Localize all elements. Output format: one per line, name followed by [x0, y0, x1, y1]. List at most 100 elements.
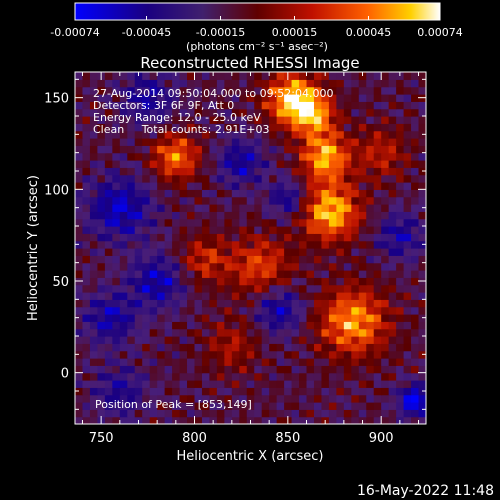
heatmap-cell — [142, 343, 151, 352]
heatmap-cell — [284, 402, 293, 410]
heatmap-cell — [373, 240, 382, 249]
heatmap-cell — [418, 86, 426, 95]
heatmap-cell — [149, 240, 158, 249]
heatmap-cell — [216, 416, 225, 424]
heatmap-cell — [231, 387, 240, 396]
heatmap-cell — [224, 358, 233, 366]
heatmap-cell — [127, 101, 136, 110]
heatmap-cell — [224, 218, 233, 227]
heatmap-cell — [97, 255, 106, 264]
heatmap-cell — [216, 394, 225, 403]
heatmap-cell — [97, 94, 106, 102]
heatmap-cell — [97, 328, 106, 337]
heatmap-cell — [381, 402, 390, 410]
heatmap-cell — [142, 262, 151, 271]
heatmap-cell — [336, 72, 345, 80]
footer-timestamp: 16-May-2022 11:48 — [357, 483, 494, 499]
heatmap-cell — [291, 409, 300, 418]
heatmap-cell — [261, 387, 270, 396]
heatmap-cell — [291, 262, 300, 271]
heatmap-cell — [373, 167, 382, 176]
heatmap-cell — [149, 343, 158, 352]
heatmap-cell — [418, 226, 426, 234]
heatmap-cell — [276, 79, 285, 88]
heatmap-cell — [82, 328, 91, 337]
heatmap-cell — [127, 72, 136, 80]
heatmap-cell — [127, 94, 136, 102]
heatmap-cell — [179, 138, 188, 146]
heatmap-cell — [366, 123, 375, 132]
heatmap-cell — [75, 336, 84, 344]
heatmap-cell — [164, 240, 173, 249]
heatmap-cell — [75, 123, 84, 132]
heatmap-cell — [119, 328, 128, 337]
heatmap-cell — [351, 372, 360, 381]
heatmap-cell — [366, 380, 375, 388]
heatmap-cell — [403, 240, 412, 249]
heatmap-cell — [261, 204, 270, 212]
heatmap-cell — [112, 174, 121, 183]
heatmap-cell — [127, 255, 136, 264]
heatmap-cell — [254, 262, 263, 271]
heatmap-cell — [216, 130, 225, 139]
heatmap-cell — [403, 277, 412, 286]
heatmap-cell — [343, 116, 352, 124]
heatmap-cell — [82, 240, 91, 249]
heatmap-cell — [119, 167, 128, 176]
heatmap-cell — [388, 372, 397, 381]
heatmap-cell — [358, 292, 367, 300]
heatmap-cell — [388, 204, 397, 212]
heatmap-cell — [418, 343, 426, 352]
heatmap-cell — [142, 226, 151, 234]
heatmap-cell — [142, 94, 151, 102]
heatmap-cell — [276, 86, 285, 95]
heatmap-cell — [351, 409, 360, 418]
heatmap-cell — [284, 387, 293, 396]
heatmap-cell — [321, 314, 330, 322]
heatmap-cell — [381, 116, 390, 124]
heatmap-cell — [97, 196, 106, 205]
heatmap-cell — [284, 358, 293, 366]
heatmap-cell — [89, 409, 99, 418]
heatmap-cell — [418, 394, 426, 403]
heatmap-cell — [194, 123, 203, 132]
heatmap-cell — [351, 306, 360, 315]
heatmap-cell — [127, 233, 136, 242]
heatmap-cell — [134, 292, 143, 300]
heatmap-cell — [216, 402, 225, 410]
heatmap-cell — [134, 130, 143, 139]
heatmap-cell — [299, 233, 308, 242]
heatmap-cell — [403, 211, 412, 220]
heatmap-cell — [89, 372, 99, 381]
heatmap-cell — [164, 218, 173, 227]
heatmap-cell — [216, 182, 225, 190]
heatmap-cell — [75, 204, 84, 212]
heatmap-cell — [112, 372, 121, 381]
heatmap-cell — [411, 284, 420, 293]
heatmap-cell — [157, 152, 166, 161]
heatmap-cell — [157, 108, 166, 117]
x-tick-label: 850 — [275, 431, 300, 446]
heatmap-cell — [366, 116, 375, 124]
heatmap-cell — [127, 328, 136, 337]
heatmap-cell — [231, 343, 240, 352]
heatmap-cell — [411, 182, 420, 190]
heatmap-cell — [418, 416, 426, 424]
heatmap-cell — [411, 152, 420, 161]
heatmap-cell — [396, 270, 405, 278]
heatmap-cell — [313, 328, 323, 337]
heatmap-cell — [366, 167, 375, 176]
heatmap-cell — [201, 314, 211, 322]
heatmap-cell — [328, 94, 337, 102]
heatmap-cell — [187, 152, 196, 161]
heatmap-cell — [194, 321, 203, 330]
heatmap-cell — [209, 350, 218, 359]
heatmap-cell — [134, 394, 143, 403]
heatmap-cell — [269, 138, 278, 146]
heatmap-cell — [358, 167, 367, 176]
heatmap-cell — [75, 79, 84, 88]
heatmap-cell — [388, 336, 397, 344]
heatmap-cell — [343, 343, 352, 352]
heatmap-cell — [89, 79, 99, 88]
heatmap-cell — [216, 350, 225, 359]
